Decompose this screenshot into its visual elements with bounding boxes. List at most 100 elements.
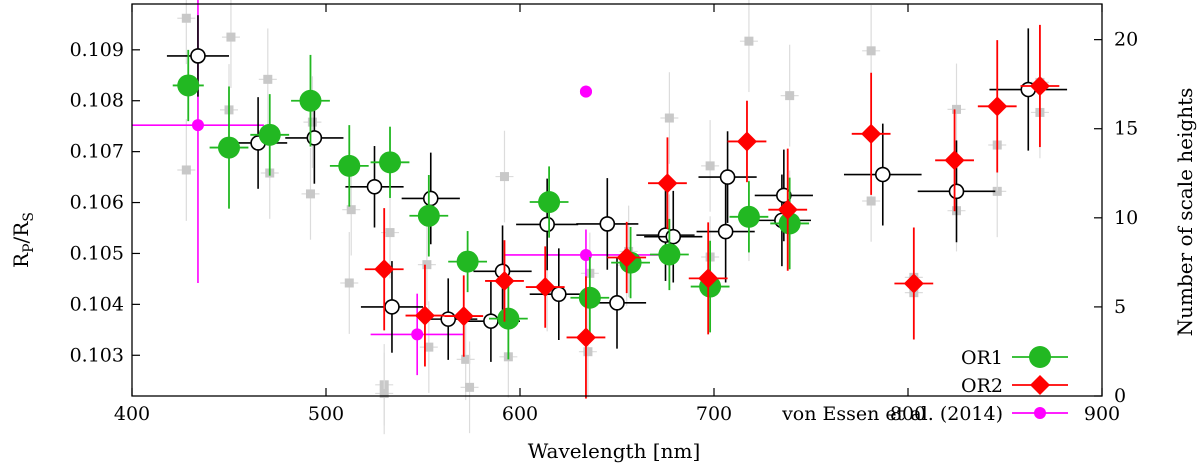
legend: OR1 OR2 von Essen et al. (2014): [781, 346, 1068, 425]
or2-point: [1029, 75, 1050, 96]
y2-tick-label: 0: [1114, 385, 1126, 407]
gray-square-point: [385, 228, 395, 238]
gray-square-point: [263, 74, 273, 84]
or2-point: [453, 306, 474, 327]
x-tick-label: 400: [114, 403, 150, 425]
svg-text:RP/RS: RP/RS: [9, 212, 37, 268]
gray-square-point: [992, 186, 1002, 196]
or2-point: [575, 327, 596, 348]
gray-square-point: [952, 104, 961, 114]
y2-tick-label: 20: [1114, 29, 1138, 51]
or1-point: [658, 243, 681, 266]
or2-point: [736, 131, 757, 152]
y-axis-label-sub2: S: [21, 212, 37, 222]
axes: [131, 3, 1103, 397]
or1-point: [417, 204, 440, 227]
or2-point: [987, 96, 1008, 117]
von-essen-point: [191, 119, 204, 132]
or2-point: [616, 247, 637, 268]
x-tick-label: 700: [696, 403, 732, 425]
x-tick-label: 900: [1084, 403, 1120, 425]
gray-square-point: [499, 172, 509, 182]
gray-square-point: [866, 196, 876, 206]
or1-point: [497, 307, 520, 330]
black-open-point: [776, 187, 792, 204]
plot-frame: [131, 3, 1103, 397]
y-tick-label: 0.109: [70, 39, 124, 61]
y2-tick-label: 5: [1114, 296, 1126, 318]
legend-von-essen-label: von Essen et al. (2014): [781, 403, 1003, 425]
x-tick-label: 600: [502, 403, 538, 425]
black-open-point: [874, 166, 891, 183]
gray-square-point: [379, 388, 389, 398]
gray-square-point: [424, 342, 434, 352]
black-open-point: [665, 228, 682, 245]
gray-square-point: [664, 113, 674, 123]
gray-square-point: [305, 189, 315, 199]
gray-square-point: [181, 13, 191, 23]
or1-point: [258, 123, 281, 146]
black-open-point: [440, 311, 457, 327]
or2-point: [535, 277, 556, 298]
or1-point: [578, 286, 601, 309]
x-axis-label: Wavelength [nm]: [528, 439, 701, 463]
y-axis-label-sub1: P: [21, 243, 37, 252]
or1-point: [538, 191, 561, 214]
y2-axis-label: Number of scale heights: [1173, 88, 1197, 337]
or2-point: [903, 273, 924, 294]
black-open-point: [599, 216, 616, 232]
y-tick-label: 0.103: [70, 344, 124, 366]
y-axis-label: RP/RS: [9, 212, 37, 268]
y2-tick-label: 15: [1114, 118, 1138, 140]
y2-tick-label: 10: [1114, 207, 1138, 229]
black-open-point: [366, 178, 383, 195]
y-tick-label: 0.105: [70, 242, 124, 264]
gray-square-point: [465, 382, 475, 392]
black-open-point: [384, 299, 400, 315]
black-open-point: [306, 130, 323, 146]
y-axis-label-slash: /R: [9, 221, 33, 244]
gray-square-point: [307, 117, 317, 127]
black-open-point: [422, 190, 439, 207]
gray-square-point: [226, 32, 236, 42]
y-tick-label: 0.108: [70, 90, 124, 112]
or1-point: [456, 250, 479, 273]
gray-square-point: [866, 46, 876, 56]
legend-or1-marker: [1029, 346, 1051, 368]
or2-point: [494, 270, 515, 291]
or2-point: [944, 150, 965, 171]
legend-or2-label: OR2: [961, 375, 1003, 397]
gray-square-point: [744, 36, 754, 46]
gray-square-point: [705, 161, 715, 171]
von-essen-point: [411, 328, 424, 341]
gray-square-point: [583, 347, 593, 357]
or1-point: [299, 89, 322, 112]
legend-von-essen-marker: [1034, 407, 1046, 419]
or1-point: [338, 154, 361, 177]
gray-square-point: [461, 354, 471, 364]
or1-point: [177, 74, 200, 97]
or2-point: [414, 305, 435, 326]
or1-point: [778, 212, 801, 235]
black-open-point: [539, 216, 555, 233]
or2-point: [698, 268, 719, 289]
or2-point: [861, 123, 882, 144]
legend-or2-marker: [1030, 375, 1050, 395]
gray-square-point: [181, 165, 191, 175]
von-essen-point: [579, 85, 592, 98]
black-open-point: [609, 295, 625, 311]
y-axis-label-main: R: [9, 252, 33, 268]
gray-square-point: [346, 205, 356, 215]
black-open-point: [483, 313, 499, 329]
or1-point: [379, 151, 402, 174]
or2-point: [657, 173, 678, 194]
or1-point: [737, 205, 760, 228]
or2-point: [374, 259, 395, 280]
x-tick-label: 500: [308, 403, 344, 425]
or1-point: [218, 136, 240, 159]
black-open-point: [719, 169, 736, 185]
tick-labels: 400 500 600 700 800 900 0.103 0.104 0.105 0.106 0.…: [70, 29, 1139, 425]
gray-comparison-layer: [177, 0, 1049, 435]
gray-square-point: [785, 91, 795, 101]
